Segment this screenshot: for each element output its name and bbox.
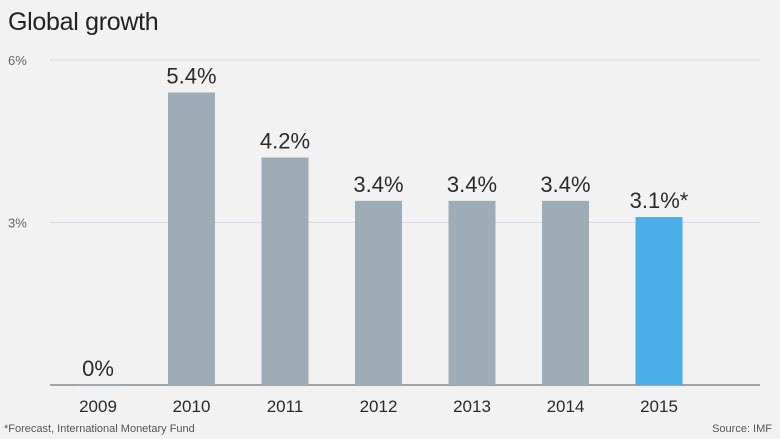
x-tick-label-2012: 2012 <box>360 397 398 416</box>
data-label-2012: 3.4% <box>353 172 403 197</box>
bar-2011 <box>261 157 309 385</box>
bar-2015 <box>635 217 683 385</box>
x-tick-label-2015: 2015 <box>640 397 678 416</box>
data-label-2014: 3.4% <box>540 172 590 197</box>
bar-2013 <box>448 200 496 385</box>
data-label-2015: 3.1%* <box>630 188 689 213</box>
x-tick-label-2013: 2013 <box>453 397 491 416</box>
data-label-2010: 5.4% <box>166 64 216 89</box>
x-tick-label-2010: 2010 <box>173 397 211 416</box>
bar-2014 <box>542 200 589 385</box>
y-tick-label: 6% <box>8 53 27 68</box>
bar-2012 <box>355 200 402 385</box>
bar-2009 <box>74 384 122 385</box>
data-label-2011: 4.2% <box>260 129 310 154</box>
data-label-2009: 0% <box>82 356 114 381</box>
source-note: Source: IMF <box>712 423 772 435</box>
bar-2010 <box>168 92 215 385</box>
x-tick-label-2011: 2011 <box>267 397 304 416</box>
forecast-footnote: *Forecast, International Monetary Fund <box>4 423 195 435</box>
data-label-2013: 3.4% <box>447 172 497 197</box>
y-tick-label: 3% <box>8 216 27 231</box>
x-tick-label-2009: 2009 <box>79 397 117 416</box>
chart-title: Global growth <box>8 8 159 36</box>
x-tick-label-2014: 2014 <box>547 397 585 416</box>
